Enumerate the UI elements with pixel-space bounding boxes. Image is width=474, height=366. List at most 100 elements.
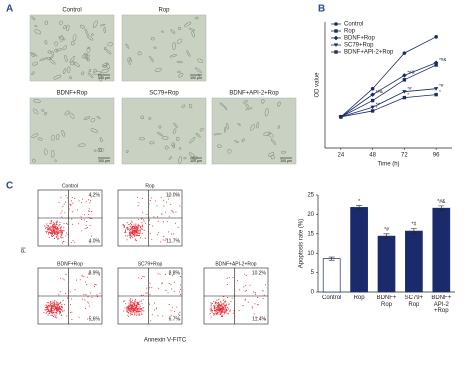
event-dot [238,310,240,312]
event-dot [133,305,136,307]
cell [177,70,181,74]
cell [172,144,176,149]
cell [86,47,91,53]
event-dot [139,234,141,236]
event-dot [153,302,156,304]
event-dot [54,225,56,227]
event-dot [163,236,165,238]
event-dot [89,242,91,244]
event-dot [72,240,74,242]
event-dot [136,230,138,232]
point-label: * [376,105,378,110]
event-dot [164,239,166,241]
event-dot [59,223,61,225]
event-dot [227,312,229,315]
cell [237,123,241,126]
cell [172,42,176,50]
event-dot [133,303,135,305]
event-dot [90,235,93,237]
event-dot [228,303,230,305]
event-dot [168,231,170,233]
event-dot [217,310,219,312]
event-dot [134,230,136,232]
event-dot [134,239,137,241]
cell [50,134,55,141]
event-dot [88,210,90,212]
event-dot [144,237,146,239]
event-dot [148,219,151,221]
event-dot [224,307,226,309]
event-dot [220,307,222,309]
cell [69,55,76,63]
event-dot [85,201,87,203]
event-dot [53,228,55,230]
event-dot [89,202,91,204]
cell [191,31,195,38]
event-dot [46,308,48,310]
flow-title: BDNF+Rop [57,261,83,267]
event-dot [59,310,61,312]
event-dot [239,289,241,291]
event-dot [123,226,125,228]
event-dot [211,310,213,312]
event-dot [220,304,222,307]
cell [96,148,105,152]
cell [176,38,183,44]
event-dot [136,301,138,303]
event-dot [223,307,225,309]
event-dot [179,205,181,207]
event-dot [133,309,135,311]
event-dot [61,237,63,239]
event-dot [49,232,51,234]
event-dot [217,312,219,314]
cell [39,57,47,61]
event-dot [138,306,140,308]
point-label: *# [407,86,412,91]
event-dot [131,234,133,236]
event-dot [159,241,162,243]
marker [333,35,339,41]
event-dot [146,287,148,289]
event-dot [89,210,91,212]
event-dot [245,274,247,277]
event-dot [170,233,173,235]
event-dot [129,299,131,301]
event-dot [53,225,55,227]
event-dot [54,233,56,235]
event-dot [85,307,87,310]
event-dot [51,305,53,307]
cell [55,134,60,140]
event-dot [88,305,90,307]
cell [199,127,204,132]
event-dot [210,303,213,305]
event-dot [98,274,100,276]
event-dot [136,309,138,311]
event-dot [55,306,57,308]
event-dot [58,225,60,227]
event-dot [71,218,73,220]
event-dot [154,309,156,311]
event-dot [167,292,169,294]
event-dot [155,307,158,309]
event-dot [52,307,55,309]
event-dot [57,308,59,310]
point-label: *#& [407,70,414,75]
marker [402,73,407,78]
event-dot [126,309,128,311]
event-dot [126,239,128,241]
cell [81,71,85,76]
event-dot [210,302,212,304]
event-dot [135,224,137,226]
cell [157,132,163,136]
event-dot [139,233,141,235]
event-dot [123,301,125,303]
event-dot [52,312,54,314]
event-dot [58,294,60,296]
event-dot [93,285,96,287]
event-dot [127,235,129,237]
event-dot [219,304,221,306]
event-dot [226,305,228,307]
event-dot [53,309,55,311]
event-dot [59,302,61,304]
marker [370,92,375,97]
